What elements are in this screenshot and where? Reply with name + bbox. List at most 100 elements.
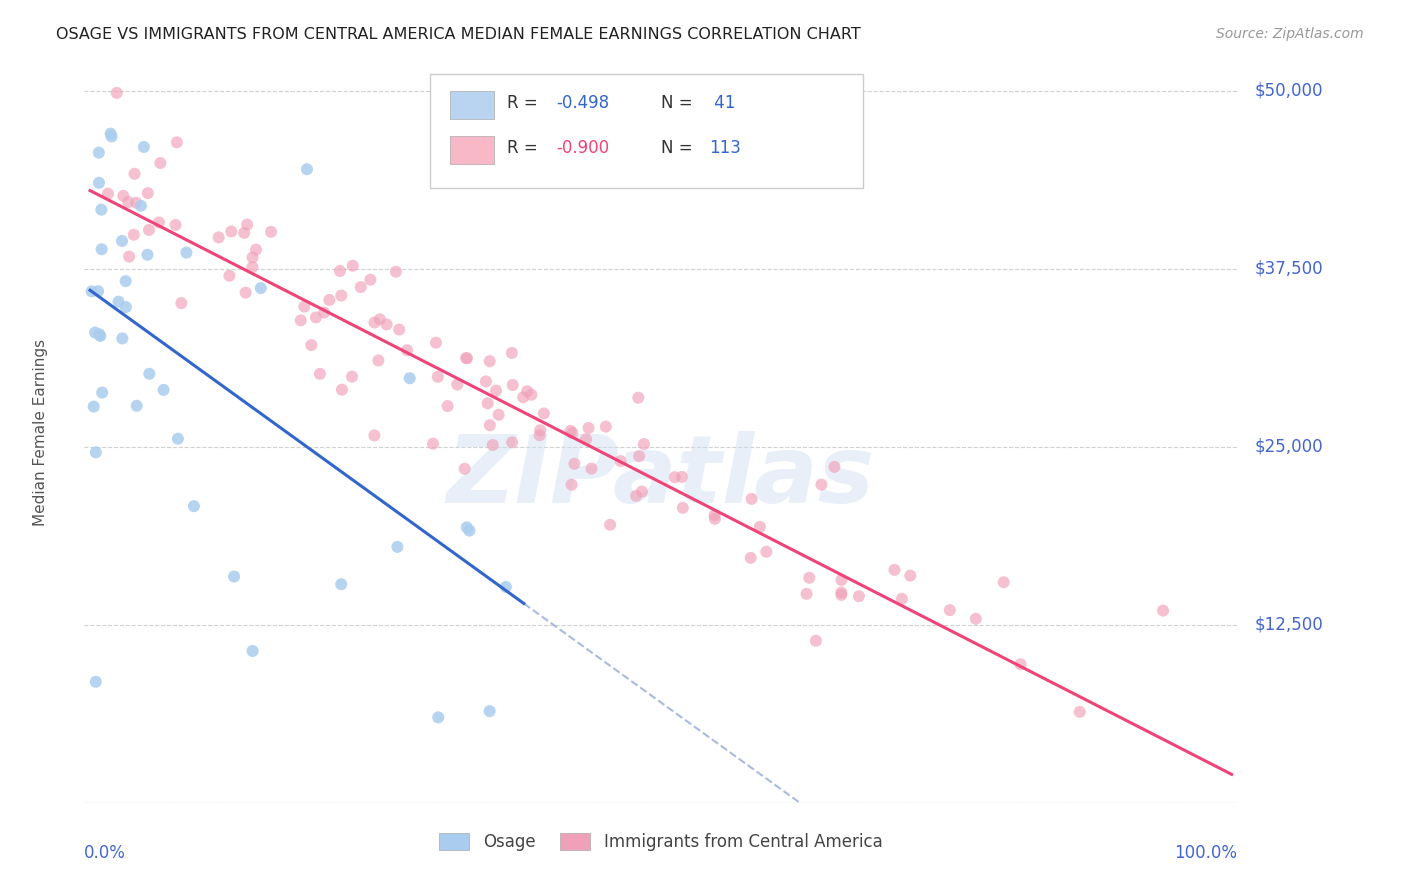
Point [520, 388, 543, 402]
Text: 41: 41 [709, 95, 735, 112]
Point [235, 285, 257, 300]
Point [125, 399, 148, 413]
Point [115, 300, 138, 314]
Point [495, 580, 517, 594]
Legend: Osage, Immigrants from Central America: Osage, Immigrants from Central America [433, 826, 889, 857]
Point [502, 378, 524, 392]
Point [122, 227, 145, 242]
Point [367, 353, 389, 368]
Point [245, 243, 267, 257]
Point [939, 603, 962, 617]
Point [477, 396, 499, 410]
Point [183, 499, 205, 513]
Point [396, 343, 419, 358]
Point [80, 285, 103, 299]
Point [796, 587, 818, 601]
Text: $37,500: $37,500 [1254, 260, 1323, 278]
Point [90, 202, 112, 217]
Point [132, 140, 155, 154]
Point [149, 156, 172, 170]
Point [233, 226, 256, 240]
Point [89, 329, 111, 343]
Point [627, 391, 650, 405]
Point [125, 195, 148, 210]
Point [84, 326, 107, 340]
Point [363, 428, 385, 442]
Point [485, 384, 508, 398]
Text: $12,500: $12,500 [1254, 615, 1323, 634]
Point [488, 408, 510, 422]
Text: 0.0%: 0.0% [84, 844, 127, 862]
Point [830, 588, 852, 602]
Point [561, 477, 583, 491]
Point [453, 462, 475, 476]
Text: $25,000: $25,000 [1254, 438, 1323, 456]
Point [83, 400, 105, 414]
Text: Source: ZipAtlas.com: Source: ZipAtlas.com [1216, 27, 1364, 41]
Point [363, 316, 385, 330]
Point [219, 224, 242, 238]
Point [561, 426, 583, 441]
Point [87, 145, 110, 160]
Point [87, 176, 110, 190]
Point [898, 568, 921, 582]
Point [890, 591, 912, 606]
Point [236, 218, 259, 232]
Point [170, 296, 193, 310]
Point [100, 129, 122, 144]
Point [804, 633, 827, 648]
Point [823, 459, 845, 474]
Point [368, 312, 391, 326]
Point [114, 274, 136, 288]
Point [260, 225, 283, 239]
Point [456, 351, 478, 365]
Point [138, 367, 160, 381]
Point [529, 423, 551, 437]
Point [575, 432, 598, 446]
Point [456, 520, 478, 534]
FancyBboxPatch shape [450, 136, 494, 164]
Point [330, 577, 353, 591]
Point [456, 351, 478, 366]
Point [166, 136, 188, 150]
Point [529, 428, 551, 442]
Point [305, 310, 328, 325]
Point [628, 449, 651, 463]
Point [89, 327, 111, 342]
Point [330, 288, 353, 302]
Point [481, 438, 503, 452]
Point [387, 540, 409, 554]
Point [84, 674, 107, 689]
Point [609, 454, 631, 468]
Text: R =: R = [508, 95, 544, 112]
Point [105, 86, 128, 100]
Point [299, 338, 322, 352]
Point [512, 390, 534, 404]
Point [242, 260, 264, 274]
Point [560, 424, 582, 438]
Point [207, 230, 229, 244]
Text: ZIPatlas: ZIPatlas [447, 431, 875, 523]
Text: N =: N = [661, 95, 697, 112]
Point [309, 367, 332, 381]
Point [425, 335, 447, 350]
Point [165, 218, 187, 232]
Point [112, 189, 135, 203]
Text: $50,000: $50,000 [1254, 82, 1323, 100]
Point [755, 545, 778, 559]
Point [595, 419, 617, 434]
Point [478, 418, 501, 433]
Text: OSAGE VS IMMIGRANTS FROM CENTRAL AMERICA MEDIAN FEMALE EARNINGS CORRELATION CHAR: OSAGE VS IMMIGRANTS FROM CENTRAL AMERICA… [56, 27, 860, 42]
Point [501, 435, 523, 450]
FancyBboxPatch shape [430, 73, 863, 188]
Point [993, 575, 1015, 590]
Point [624, 489, 647, 503]
Point [516, 384, 538, 399]
Point [84, 445, 107, 459]
Point [478, 354, 501, 368]
Point [458, 524, 481, 538]
Point [318, 293, 340, 307]
Point [148, 215, 170, 229]
Point [242, 644, 264, 658]
Point [533, 407, 555, 421]
